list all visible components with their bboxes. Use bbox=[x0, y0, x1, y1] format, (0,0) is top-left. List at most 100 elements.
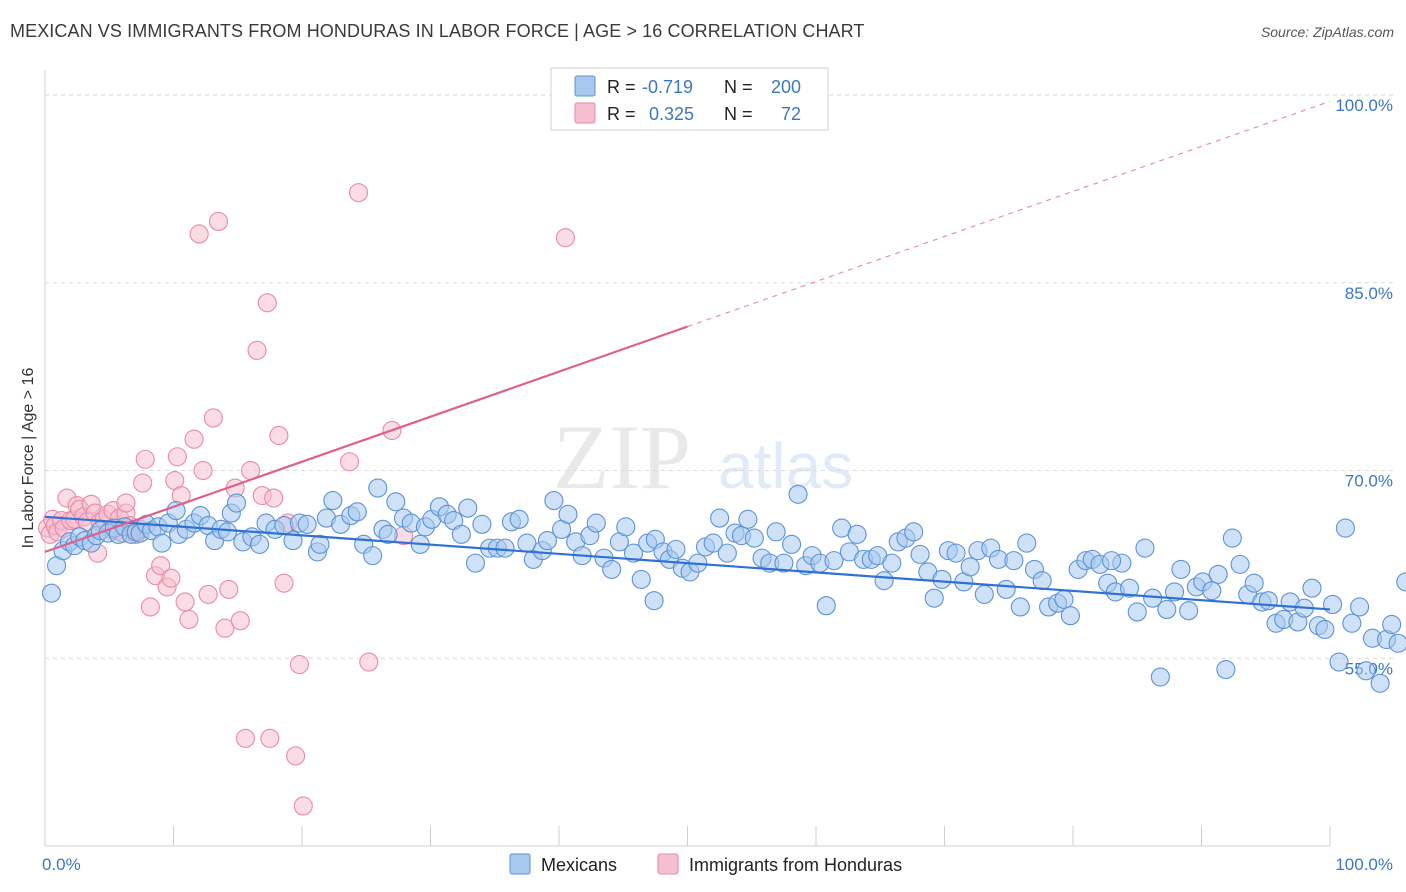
legend-box bbox=[550, 67, 829, 131]
mexican-point bbox=[1258, 591, 1278, 611]
mexican-point bbox=[558, 504, 578, 524]
watermark-zip: ZIP bbox=[553, 406, 691, 508]
mexican-point bbox=[297, 514, 317, 534]
mexican-point bbox=[924, 588, 944, 608]
x-ticks bbox=[44, 826, 1331, 846]
mexican-point bbox=[1202, 581, 1222, 601]
honduras-point bbox=[135, 449, 155, 469]
mexican-point bbox=[386, 492, 406, 512]
y-tick-labels: 55.0%70.0%85.0%100.0% bbox=[1335, 96, 1393, 678]
mexican-point bbox=[766, 522, 786, 542]
mexican-point bbox=[1350, 597, 1370, 617]
y-tick-label: 85.0% bbox=[1345, 284, 1393, 303]
legend-swatch-honduras bbox=[574, 102, 596, 124]
mexican-point bbox=[509, 509, 529, 529]
mexican-point bbox=[1127, 602, 1147, 622]
x-tick-label-min: 0.0% bbox=[42, 855, 81, 874]
mexican-point bbox=[744, 528, 764, 548]
series-legend: Mexicans Immigrants from Honduras bbox=[509, 853, 902, 875]
mexican-point bbox=[368, 478, 388, 498]
honduras-point bbox=[219, 579, 239, 599]
mexican-point bbox=[666, 539, 686, 559]
mexican-point bbox=[544, 491, 564, 511]
mexican-point bbox=[1150, 667, 1170, 687]
mexican-point bbox=[152, 533, 172, 553]
mexican-point bbox=[824, 551, 844, 571]
mexican-point bbox=[974, 584, 994, 604]
legend-n-value-1: 200 bbox=[771, 77, 801, 97]
honduras-trend-line bbox=[44, 325, 688, 553]
mexican-point bbox=[586, 513, 606, 533]
honduras-point bbox=[247, 340, 267, 360]
legend-r-value-1: -0.719 bbox=[642, 77, 693, 97]
honduras-point bbox=[189, 224, 209, 244]
mexican-point bbox=[537, 531, 557, 551]
honduras-point bbox=[175, 592, 195, 612]
honduras-point bbox=[167, 447, 187, 467]
mexican-point bbox=[1135, 538, 1155, 558]
mexican-point bbox=[1329, 652, 1349, 672]
mexican-point bbox=[717, 543, 737, 563]
honduras-point bbox=[555, 228, 575, 248]
honduras-point bbox=[264, 488, 284, 508]
honduras-point bbox=[179, 609, 199, 630]
mexican-point bbox=[932, 569, 952, 589]
mexican-point bbox=[1302, 578, 1322, 598]
mexican-point bbox=[631, 569, 651, 589]
honduras-point bbox=[193, 460, 213, 481]
mexican-point bbox=[623, 543, 644, 563]
grid-lines bbox=[45, 94, 1395, 659]
mexican-point bbox=[1157, 599, 1177, 619]
mexican-point bbox=[946, 543, 966, 563]
honduras-point bbox=[348, 183, 369, 203]
mexican-point bbox=[41, 583, 61, 603]
mexican-point bbox=[1208, 564, 1228, 584]
honduras-point bbox=[260, 728, 280, 748]
honduras-point bbox=[286, 746, 306, 766]
honduras-point bbox=[339, 452, 360, 472]
mexican-point bbox=[363, 546, 383, 566]
watermark: ZIP atlas bbox=[553, 406, 853, 508]
chart-title: MEXICAN VS IMMIGRANTS FROM HONDURAS IN L… bbox=[10, 21, 865, 41]
mexicans-trend-line bbox=[44, 515, 1331, 611]
honduras-point bbox=[184, 429, 204, 449]
trend-lines bbox=[44, 100, 1331, 611]
legend-r-label-1: R = bbox=[607, 77, 636, 97]
y-axis-title: In Labor Force | Age > 16 bbox=[20, 368, 37, 549]
mexican-point bbox=[1315, 619, 1335, 640]
mexican-point bbox=[1244, 573, 1264, 593]
mexican-point bbox=[1382, 614, 1402, 635]
y-tick-label: 70.0% bbox=[1345, 472, 1393, 491]
mexican-point bbox=[495, 538, 515, 558]
mexican-point bbox=[1396, 572, 1406, 592]
mexican-point bbox=[226, 493, 247, 513]
mexican-point bbox=[451, 524, 471, 544]
mexican-point bbox=[310, 534, 330, 554]
honduras-trend-extension bbox=[687, 100, 1331, 328]
honduras-point bbox=[151, 556, 171, 576]
mexican-point bbox=[465, 553, 486, 573]
mexican-point bbox=[774, 553, 794, 573]
mexican-point bbox=[1171, 559, 1191, 579]
mexican-point bbox=[1370, 673, 1390, 693]
mexican-point bbox=[644, 591, 664, 611]
mexican-point bbox=[910, 544, 930, 564]
mexican-point bbox=[1164, 582, 1185, 602]
mexican-point bbox=[166, 501, 186, 521]
honduras-point bbox=[133, 473, 153, 493]
honduras-point bbox=[208, 211, 229, 231]
mexican-point bbox=[323, 491, 343, 511]
mexican-point bbox=[882, 553, 902, 573]
honduras-point bbox=[274, 573, 294, 593]
watermark-atlas: atlas bbox=[718, 430, 853, 502]
mexican-point bbox=[1102, 551, 1122, 571]
mexican-point bbox=[347, 502, 367, 522]
mexican-point bbox=[1222, 528, 1242, 548]
mexican-point bbox=[250, 534, 270, 554]
bottom-legend-mexicans: Mexicans bbox=[541, 855, 617, 875]
honduras-point bbox=[215, 618, 235, 638]
mexican-point bbox=[472, 514, 492, 534]
source-label: Source: ZipAtlas.com bbox=[1260, 24, 1394, 40]
mexican-point bbox=[816, 596, 836, 616]
